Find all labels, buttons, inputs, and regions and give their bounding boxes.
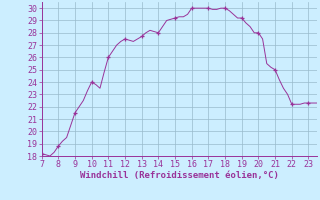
X-axis label: Windchill (Refroidissement éolien,°C): Windchill (Refroidissement éolien,°C) [80, 171, 279, 180]
